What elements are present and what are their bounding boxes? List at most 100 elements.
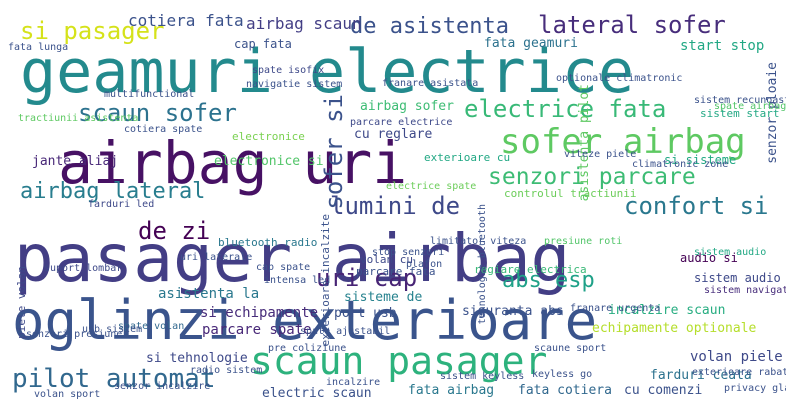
cloud-word: oglinzi exterioare xyxy=(12,289,598,352)
cloud-word: airbag uri xyxy=(58,129,408,197)
cloud-word: incalzire xyxy=(326,377,381,388)
cloud-word: cap spate xyxy=(256,262,311,273)
cloud-word: uri cap xyxy=(316,264,418,292)
cloud-word: pilot automat xyxy=(12,364,216,394)
cloud-word: pasager airbag xyxy=(14,220,571,297)
cloud-word: airbag sofer xyxy=(360,99,454,114)
cloud-word: tehnologie bluetooth xyxy=(477,204,488,325)
cloud-word: senzori presiune xyxy=(26,329,123,340)
cloud-word: cu comenzi xyxy=(624,383,703,398)
cloud-word: spate volan xyxy=(118,321,185,332)
cloud-word: si pasager xyxy=(20,17,165,45)
cloud-word: de asistenta xyxy=(350,14,509,39)
cloud-word: presiune roti xyxy=(544,236,623,247)
cloud-word: abs esp xyxy=(502,268,595,293)
cloud-word: asistenta la xyxy=(158,286,260,302)
cloud-word: parcare electrice xyxy=(350,117,453,128)
cloud-word: exterioare cu xyxy=(424,151,511,164)
word-cloud: geamuri electrice airbag uri pasager air… xyxy=(4,4,786,401)
cloud-word: asistenta pilot xyxy=(577,84,592,202)
cloud-word: volan cu xyxy=(360,253,413,266)
cloud-word: parcare spate xyxy=(202,322,312,338)
cloud-word: sistem audio xyxy=(694,247,767,258)
cloud-word: farduri ceata xyxy=(650,368,752,383)
cloud-word: spate isofix xyxy=(252,65,325,76)
cloud-word: lateral sofer xyxy=(538,11,726,39)
cloud-word: uri laterale xyxy=(180,252,253,263)
cloud-word: sistem start xyxy=(700,107,780,120)
cloud-word: keyless go xyxy=(532,369,593,380)
cloud-word: jante aliaj xyxy=(32,154,119,169)
cloud-word: electrice spate xyxy=(386,181,477,192)
cloud-word: cu reglare xyxy=(354,127,433,142)
cloud-word: regiare electrica xyxy=(474,263,587,276)
cloud-word: cap fata xyxy=(234,37,292,51)
cloud-word: usb sistem xyxy=(82,324,143,335)
cloud-word: piele volan xyxy=(15,266,28,339)
cloud-word: siguranta abs xyxy=(462,304,564,319)
cloud-word: parcare fata xyxy=(356,265,436,278)
cloud-word: sisteme de xyxy=(344,290,423,305)
cloud-word: sistem recunoastere xyxy=(694,95,786,106)
cloud-word: spate airbag xyxy=(714,101,786,112)
cloud-word: electric scaun xyxy=(262,386,372,401)
cloud-word: electrice fata xyxy=(464,95,667,123)
cloud-word: cotiera spate xyxy=(124,124,203,135)
cloud-word: sofer airbag xyxy=(500,122,746,162)
cloud-word: sistem audio xyxy=(694,271,781,285)
cloud-word: si tehnologie xyxy=(146,351,248,366)
cloud-word: audio si xyxy=(680,251,738,265)
cloud-word: navigatie sistem xyxy=(246,79,343,90)
cloud-word: sistem navigatie xyxy=(704,285,786,296)
cloud-word: confort si xyxy=(624,192,769,220)
cloud-word: scaun pasager xyxy=(250,339,548,383)
cloud-word: fata geamuri xyxy=(484,36,578,51)
cloud-word: start stop xyxy=(680,38,765,54)
cloud-word: radio sistem xyxy=(190,365,263,376)
cloud-word: privacy glass xyxy=(724,383,786,394)
cloud-word: scaune sport xyxy=(534,343,607,354)
cloud-word: si echipamente xyxy=(200,305,319,321)
cloud-word: electronice si xyxy=(214,154,324,169)
cloud-word: tractiunii asistenta xyxy=(18,113,139,124)
cloud-word: lumini de xyxy=(330,192,461,220)
cloud-word: franare urgenta xyxy=(570,303,661,314)
cloud-word: electronice xyxy=(232,130,305,143)
cloud-word: exterioare rabatabile xyxy=(692,367,786,378)
cloud-word: optionale climatronic xyxy=(556,73,683,84)
cloud-word: volan piele xyxy=(690,349,783,365)
cloud-word: airbag lateral xyxy=(20,179,206,204)
cloud-word: fata cotiera xyxy=(518,383,612,398)
cloud-word: incalzire scaun xyxy=(608,303,726,318)
cloud-word: scaun sofer xyxy=(78,99,237,127)
cloud-word: controlul tractiunii xyxy=(504,187,637,200)
cloud-word: intensa led xyxy=(264,275,331,286)
cloud-word: pre coliziune xyxy=(268,343,347,354)
cloud-word: port usb xyxy=(334,306,397,321)
cloud-word: sistem keyless xyxy=(440,371,525,382)
cloud-word: senzor ploaie xyxy=(765,62,780,164)
cloud-word: geamuri electrice xyxy=(20,37,635,107)
cloud-word: spate ajustabil xyxy=(300,326,391,337)
cloud-word: si sisteme xyxy=(664,153,737,167)
cloud-word: echipamente optionale xyxy=(592,321,757,336)
cloud-word: airbag scaun xyxy=(246,14,362,33)
cloud-word: plafon xyxy=(406,259,443,270)
cloud-word: volan sport xyxy=(34,389,101,400)
cloud-word: stop senzori xyxy=(372,247,445,258)
cloud-word: suport lombar xyxy=(44,263,123,274)
cloud-word: fata lunga xyxy=(8,42,69,53)
cloud-word: bluetooth radio xyxy=(218,236,318,249)
cloud-word: farduri led xyxy=(88,199,155,210)
cloud-word: climatronic zone xyxy=(632,159,729,170)
cloud-word: sofer si xyxy=(320,94,348,210)
cloud-word: fata airbag xyxy=(408,383,495,398)
cloud-word: senzori parcare xyxy=(488,164,696,190)
cloud-word: cotiera fata xyxy=(128,11,244,30)
cloud-word: viteze piele xyxy=(564,149,637,160)
cloud-word: de zi xyxy=(138,217,211,245)
cloud-word: limitator viteza xyxy=(430,236,527,247)
cloud-word: senzor incalzire xyxy=(114,381,211,392)
cloud-word: multifunctional xyxy=(104,89,195,100)
cloud-word: franare asistata xyxy=(382,78,479,89)
